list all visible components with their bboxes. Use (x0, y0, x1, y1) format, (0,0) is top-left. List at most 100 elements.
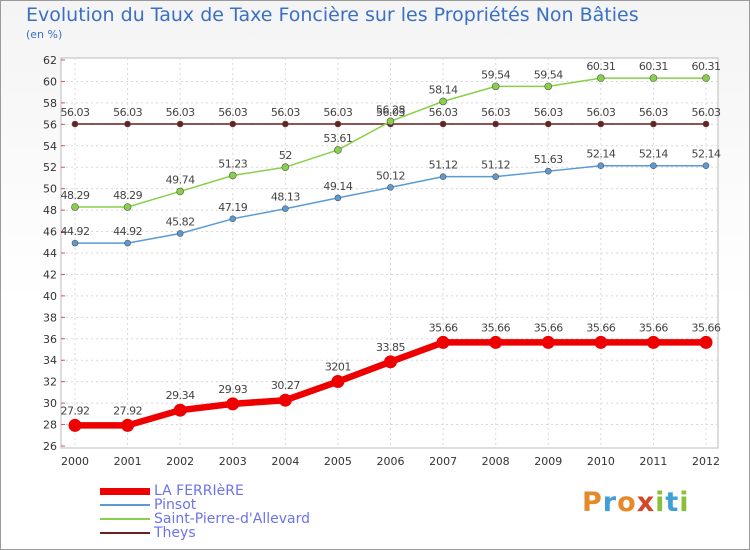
data-label: 60.31 (639, 60, 668, 73)
data-label: 35.66 (481, 321, 510, 334)
chart-title: Evolution du Taux de Taxe Foncière sur l… (26, 4, 639, 26)
data-point (646, 335, 660, 349)
logo-letter: o (617, 487, 637, 518)
logo-letter: t (665, 487, 680, 518)
legend-swatch (100, 518, 150, 520)
y-tick-label: 36 (43, 333, 57, 346)
data-point (387, 184, 394, 191)
data-point (439, 173, 447, 180)
y-tick-label: 46 (43, 226, 57, 239)
y-tick-label: 26 (43, 440, 57, 453)
data-label: 53.61 (323, 132, 352, 145)
data-label: 50.12 (376, 169, 405, 182)
x-tick-label: 2006 (377, 455, 405, 468)
data-point (176, 230, 184, 237)
y-tick-label: 48 (43, 204, 57, 217)
x-tick-label: 2012 (692, 455, 720, 468)
y-tick-label: 28 (43, 419, 57, 432)
data-label: 56.03 (481, 106, 510, 119)
data-point (702, 120, 710, 128)
data-point (650, 120, 657, 128)
logo-letter: i (655, 487, 666, 518)
data-label: 27.92 (113, 404, 142, 417)
data-label: 56.03 (61, 106, 90, 119)
data-label: 47.19 (218, 201, 247, 214)
unit-label: (en %) (26, 28, 63, 41)
y-tick-label: 40 (43, 290, 57, 303)
y-tick-label: 30 (43, 397, 57, 410)
data-point (226, 397, 240, 411)
data-label: 56.03 (429, 106, 458, 119)
legend-label: LA FERRIèRE (154, 483, 244, 499)
data-label: 52 (279, 149, 292, 162)
y-tick-label: 32 (43, 376, 57, 389)
data-point (278, 393, 292, 407)
data-point (123, 203, 132, 211)
data-label: 49.74 (166, 173, 195, 186)
data-point (282, 205, 289, 213)
data-label: 48.13 (271, 191, 300, 204)
legend-label: Saint-Pierre-d'Allevard (154, 511, 310, 527)
y-tick-label: 52 (43, 161, 57, 174)
x-tick-label: 2005 (324, 455, 352, 468)
data-point (173, 403, 187, 417)
data-point (71, 239, 79, 247)
y-tick-label: 42 (43, 268, 57, 281)
data-label: 44.92 (113, 225, 142, 238)
logo-letter: r (602, 487, 618, 518)
data-label: 29.34 (166, 389, 195, 402)
data-point (439, 97, 447, 106)
data-label: 35.66 (429, 321, 458, 334)
data-label: 60.31 (692, 60, 721, 73)
logo-letter: P (582, 487, 603, 518)
data-label: 56.03 (271, 106, 300, 119)
data-label: 49.14 (323, 180, 352, 193)
y-tick-label: 54 (43, 140, 57, 153)
data-point (229, 120, 237, 128)
data-point (597, 162, 605, 170)
x-tick-label: 2003 (219, 455, 247, 468)
data-point (702, 74, 710, 82)
data-point (597, 74, 605, 82)
legend-swatch (100, 532, 150, 534)
data-label: 58.14 (429, 83, 458, 96)
y-tick-label: 56 (43, 118, 57, 131)
data-point (436, 335, 450, 349)
logo-letter: i (679, 487, 690, 518)
data-label: 33.85 (376, 341, 405, 354)
data-label: 29.93 (218, 383, 247, 396)
data-label: 44.92 (61, 225, 90, 238)
data-point (281, 163, 290, 172)
data-label: 59.54 (534, 68, 563, 81)
data-point (334, 146, 342, 154)
data-point (71, 120, 79, 128)
data-label: 3201 (325, 361, 351, 374)
data-point (68, 418, 82, 432)
x-tick-label: 2001 (114, 455, 142, 468)
legend-swatch (100, 504, 150, 506)
data-point (121, 418, 135, 432)
data-label: 51.63 (534, 153, 563, 166)
data-label: 56.03 (534, 106, 563, 119)
x-tick-label: 2000 (61, 455, 89, 468)
data-label: 51.12 (429, 159, 458, 172)
data-point (492, 120, 499, 128)
data-label: 56.03 (218, 106, 247, 119)
data-label: 60.31 (586, 60, 615, 73)
y-tick-label: 50 (43, 183, 57, 196)
data-point (384, 355, 397, 369)
data-point (71, 203, 79, 211)
data-point (282, 120, 289, 128)
data-point (544, 82, 553, 91)
x-tick-label: 2004 (271, 455, 299, 468)
proxiti-logo: Proxiti (582, 487, 690, 518)
data-label: 56.03 (639, 106, 668, 119)
y-tick-label: 38 (43, 311, 57, 324)
x-tick-label: 2002 (166, 455, 194, 468)
x-tick-label: 2007 (429, 455, 457, 468)
legend-label: Theys (154, 525, 196, 541)
data-label: 35.66 (692, 321, 721, 334)
data-point (176, 120, 184, 128)
data-label: 52.14 (692, 148, 721, 161)
data-point (597, 120, 605, 128)
